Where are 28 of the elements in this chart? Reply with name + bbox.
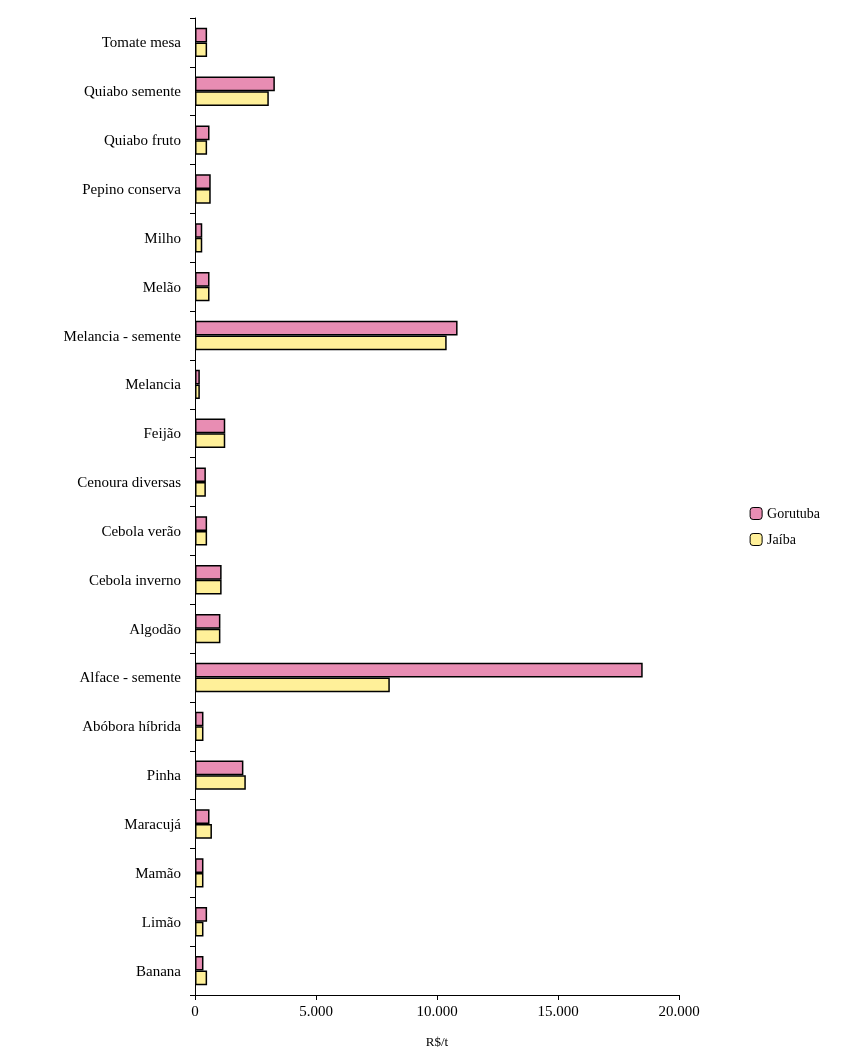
y-tick-label: Cebola verão	[101, 522, 181, 539]
y-tick-label: Algodão	[129, 620, 181, 637]
x-tick-label: 15.000	[537, 1002, 579, 1019]
y-tick-label: Alface - semente	[79, 669, 182, 686]
y-tick-label: Limão	[141, 913, 181, 930]
y-tick-label: Pinha	[146, 767, 182, 784]
x-tick-label: 10.000	[416, 1002, 458, 1019]
y-tick-label: Melancia	[125, 376, 182, 393]
y-tick-label: Banana	[136, 962, 182, 979]
y-tick-label: Melancia - semente	[63, 327, 182, 344]
y-tick-label: Milho	[144, 229, 181, 246]
y-tick-label: Tomate mesa	[101, 34, 182, 51]
y-tick-label: Cenoura diversas	[77, 474, 182, 491]
y-tick-label: Abóbora híbrida	[82, 718, 182, 735]
y-tick-label: Maracujá	[124, 816, 182, 833]
y-tick-label: Pepino conserva	[82, 180, 182, 197]
x-tick-label: 0	[191, 1002, 199, 1019]
y-tick-label: Mamão	[135, 864, 181, 881]
y-tick-label: Quiabo fruto	[103, 132, 181, 149]
x-axis-title: R$/t	[425, 1034, 449, 1049]
legend-label: Jaíba	[767, 532, 797, 547]
y-tick-label: Melão	[142, 278, 181, 295]
x-tick-label: 5.000	[299, 1002, 333, 1019]
legend-label: Gorutuba	[767, 506, 821, 521]
y-tick-label: Cebola inverno	[88, 571, 181, 588]
y-tick-label: Quiabo semente	[83, 83, 182, 100]
y-tick-label: Feijão	[143, 425, 181, 442]
x-tick-label: 20.000	[658, 1002, 700, 1019]
